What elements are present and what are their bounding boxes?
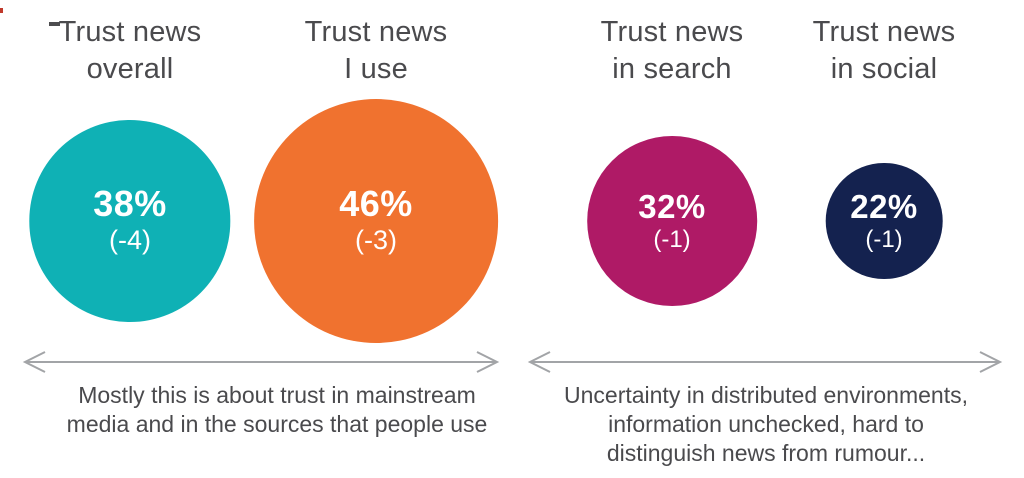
bubble-label: Trust news I use <box>304 16 448 85</box>
bubble-circle: 32% (-1) <box>587 136 757 306</box>
bubble-change: (-3) <box>354 225 397 256</box>
left-span-arrow <box>22 351 500 373</box>
bubble-label: Trust news overall <box>58 16 202 85</box>
column-trust-news-overall: Trust news overall 38% (-4) <box>0 0 260 478</box>
right-group-caption: Uncertainty in distributed environments,… <box>564 382 968 466</box>
bubble-label: Trust news in social <box>812 16 956 85</box>
column-trust-news-in-social: Trust news in social 22% (-1) <box>754 0 1014 478</box>
bubble-change: (-1) <box>653 225 691 253</box>
edge-artifact-dark <box>49 22 60 26</box>
bubble-change: (-1) <box>865 225 903 253</box>
bubble-label: Trust news in search <box>600 16 744 85</box>
bubble-value: 38% <box>93 183 167 225</box>
bubble-circle: 46% (-3) <box>254 99 498 343</box>
edge-artifact-red <box>0 8 3 13</box>
bubble-value: 22% <box>850 187 918 225</box>
bubble-change: (-4) <box>108 225 151 256</box>
left-group-caption: Mostly this is about trust in mainstream… <box>66 382 488 437</box>
bubble-value: 32% <box>638 187 706 225</box>
bubble-value: 46% <box>339 183 413 225</box>
bubble-circle: 38% (-4) <box>29 120 231 322</box>
column-trust-news-i-use: Trust news I use 46% (-3) <box>246 0 506 478</box>
bubble-circle: 22% (-1) <box>825 162 943 280</box>
right-span-arrow <box>527 351 1003 373</box>
column-trust-news-in-search: Trust news in search 32% (-1) <box>542 0 802 478</box>
